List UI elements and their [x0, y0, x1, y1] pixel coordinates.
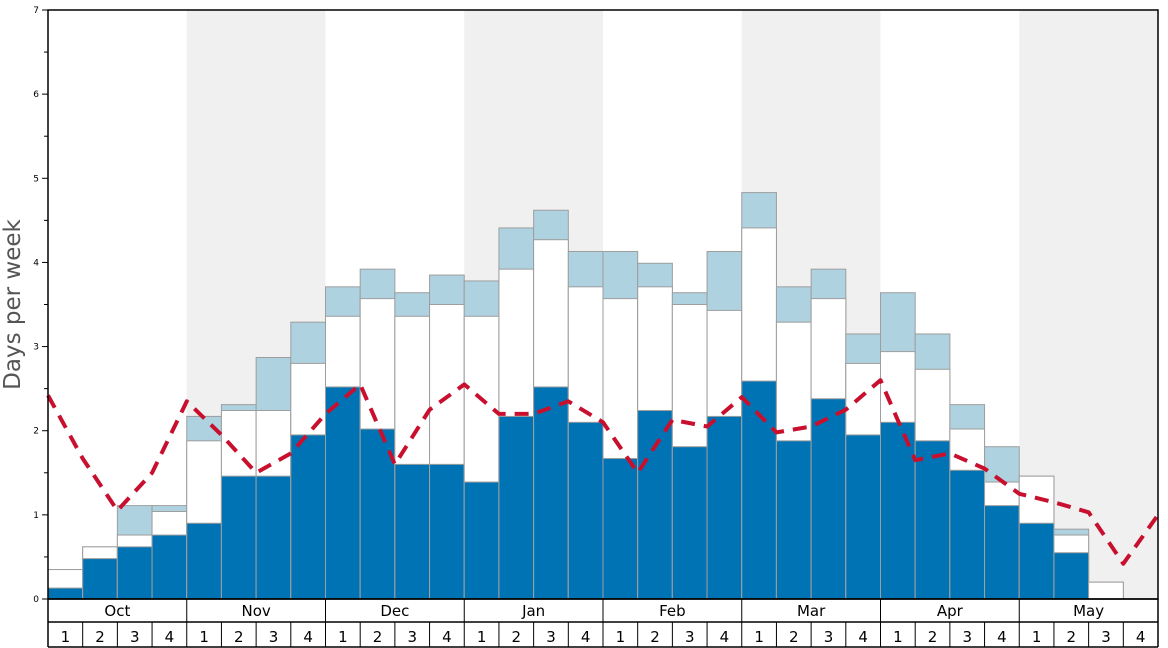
bar-white: [1088, 581, 1124, 600]
bar-dark: [810, 398, 847, 600]
y-tick-label: 7: [33, 6, 39, 16]
week-label: 3: [824, 628, 834, 646]
bar-dark: [1018, 522, 1055, 600]
bar-dark: [116, 546, 153, 600]
week-label: 1: [477, 628, 487, 646]
bar-dark: [325, 386, 361, 600]
week-label: 3: [407, 628, 417, 646]
week-label: 1: [616, 628, 626, 646]
bar-dark: [567, 421, 604, 600]
bar-dark: [220, 475, 257, 600]
y-tick-label: 2: [33, 427, 39, 437]
y-tick-label: 6: [33, 90, 39, 100]
bar-dark: [82, 558, 118, 600]
bar-dark: [533, 386, 569, 600]
week-label: 2: [234, 628, 244, 646]
bar-dark: [949, 469, 986, 600]
week-label: 1: [1032, 628, 1042, 646]
bars: [47, 192, 1124, 600]
week-label: 4: [165, 628, 175, 646]
bar-dark: [47, 587, 84, 600]
bar-dark: [186, 522, 222, 600]
y-tick-label: 3: [33, 343, 39, 353]
bar-dark: [1053, 552, 1090, 600]
bar-dark: [637, 410, 673, 600]
week-label: 1: [61, 628, 71, 646]
week-label: 4: [581, 628, 591, 646]
month-label: Jan: [521, 602, 545, 620]
bar-dark: [775, 440, 812, 600]
y-tick-label: 0: [33, 595, 39, 605]
month-label: Oct: [104, 602, 130, 620]
week-label: 1: [199, 628, 209, 646]
week-label: 2: [1067, 628, 1077, 646]
y-tick-label: 4: [33, 258, 39, 268]
y-tick-label: 5: [33, 174, 39, 184]
week-label: 3: [546, 628, 556, 646]
week-label: 4: [442, 628, 452, 646]
week-label: 2: [512, 628, 522, 646]
week-label: 2: [650, 628, 660, 646]
bar-dark: [880, 421, 916, 600]
bar-dark: [429, 463, 465, 600]
bar-dark: [845, 434, 881, 600]
week-label: 3: [685, 628, 695, 646]
bar-dark: [151, 534, 188, 600]
month-label: May: [1073, 602, 1104, 620]
week-label: 2: [373, 628, 383, 646]
week-label: 2: [789, 628, 799, 646]
axes: [42, 9, 1159, 648]
bar-dark: [671, 446, 708, 600]
week-label: 4: [997, 628, 1007, 646]
bar-dark: [394, 463, 431, 600]
week-label: 3: [1101, 628, 1111, 646]
labels: 0 1 2 3 4 5 6 7 Days per week Oct 1 2 3 4 Nov 1 2 3 4 Dec 1 2…: [0, 6, 1145, 646]
week-label: 4: [720, 628, 730, 646]
bar-dark: [602, 457, 639, 600]
week-label: 2: [928, 628, 938, 646]
week-label: 1: [893, 628, 903, 646]
week-label: 3: [130, 628, 140, 646]
week-label: 3: [962, 628, 972, 646]
week-label: 1: [754, 628, 764, 646]
bar-dark: [914, 440, 951, 600]
trend-line: [46, 378, 1160, 566]
week-label: 1: [338, 628, 348, 646]
bar-dark: [290, 434, 326, 600]
month-label: Feb: [659, 602, 686, 620]
series-line-dashed: [46, 378, 1160, 566]
week-label: 4: [303, 628, 313, 646]
week-label: 4: [1136, 628, 1146, 646]
month-label: Dec: [380, 602, 409, 620]
bar-dark: [463, 481, 500, 600]
bar-dark: [984, 505, 1020, 600]
month-label: Nov: [241, 602, 270, 620]
week-label: 2: [95, 628, 105, 646]
bar-dark: [498, 415, 535, 600]
week-label: 4: [858, 628, 868, 646]
bar-dark: [706, 415, 743, 600]
week-label: 3: [269, 628, 279, 646]
month-label: Apr: [937, 602, 964, 620]
month-label: Mar: [797, 602, 826, 620]
y-tick-label: 1: [33, 511, 39, 521]
bar-dark: [255, 475, 292, 600]
y-axis-title: Days per week: [0, 218, 26, 389]
